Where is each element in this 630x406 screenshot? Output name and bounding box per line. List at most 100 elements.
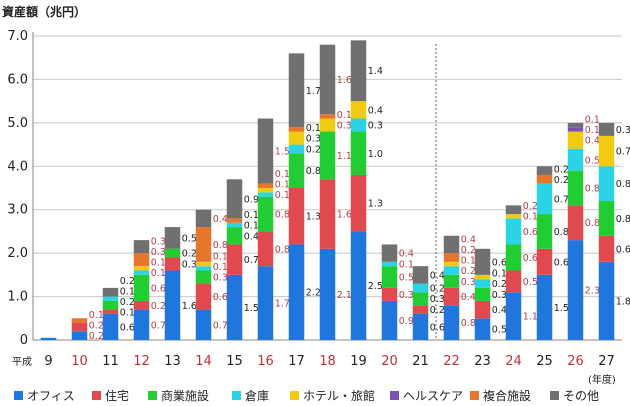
bar-segment xyxy=(412,292,429,306)
bar-segment xyxy=(350,231,367,340)
data-label: 0.3 xyxy=(151,247,166,258)
bar-segment xyxy=(257,183,274,188)
data-label: 0.8 xyxy=(306,166,321,177)
data-label: 1.5 xyxy=(275,147,290,158)
data-label: 0.2 xyxy=(492,279,507,290)
data-label: 0.1 xyxy=(461,256,476,267)
bar-segment xyxy=(567,131,584,149)
data-label: 0.3 xyxy=(492,290,507,301)
bar-segment xyxy=(505,244,522,271)
bar-segment xyxy=(505,205,522,215)
data-label: 0.8 xyxy=(275,244,290,255)
data-label: 0.7 xyxy=(554,194,569,205)
data-label: 0.1 xyxy=(275,169,290,180)
bar-segment xyxy=(288,127,305,132)
data-label: 0.7 xyxy=(213,320,228,331)
data-label: 0.6 xyxy=(151,283,166,294)
legend-entry: ホテル・旅館 xyxy=(303,388,375,403)
bar-segment xyxy=(536,174,553,184)
y-tick-label: 5.0 xyxy=(7,116,28,131)
bar-segment xyxy=(257,266,274,340)
data-label: 0.2 xyxy=(120,276,135,287)
data-label: 1.6 xyxy=(337,75,352,86)
bar-segment xyxy=(474,287,491,301)
data-label: 0.4 xyxy=(492,305,507,316)
bar-segment xyxy=(474,318,491,340)
bar-segment xyxy=(505,270,522,293)
x-tick-label: 10 xyxy=(71,354,88,369)
bar-segment xyxy=(319,44,336,115)
data-label: 2.3 xyxy=(585,286,600,297)
data-label: 0.8 xyxy=(461,318,476,329)
bar-segment xyxy=(350,131,367,175)
bar-segment xyxy=(288,131,305,145)
bar-segment xyxy=(567,122,584,128)
bar-segment xyxy=(195,227,212,262)
data-label: 0.6 xyxy=(120,322,135,333)
data-label: 0.1 xyxy=(151,268,166,279)
data-label: 0.4 xyxy=(399,249,414,260)
data-label: 0.3 xyxy=(182,260,197,271)
data-label: 0.3 xyxy=(368,121,383,132)
bar-segment xyxy=(412,266,429,284)
bar-segment xyxy=(474,248,491,275)
x-axis-unit: (年度) xyxy=(588,373,616,386)
bar-segment xyxy=(412,305,429,314)
data-label: 0.3 xyxy=(213,273,228,284)
data-label: 0.6 xyxy=(523,227,538,238)
data-label: 0.4 xyxy=(585,136,600,147)
data-label: 0.1 xyxy=(275,190,290,201)
bar-segment xyxy=(257,192,274,197)
data-label: 0.1 xyxy=(275,180,290,191)
bar-segment xyxy=(288,53,305,128)
bar-segment xyxy=(536,274,553,340)
data-label: 2.2 xyxy=(306,288,321,299)
bar-segment xyxy=(443,274,460,288)
bar-segment xyxy=(226,227,243,245)
bar-segment xyxy=(226,244,243,275)
data-label: 0.6 xyxy=(492,257,507,268)
x-tick-label: 21 xyxy=(412,354,429,369)
bar-segment xyxy=(288,144,305,154)
bar-segment xyxy=(505,214,522,219)
bar-segment xyxy=(195,261,212,267)
data-label: 1.3 xyxy=(368,199,383,210)
data-label: 0.1 xyxy=(213,262,228,273)
data-label: 0.1 xyxy=(244,220,259,231)
bar-segment xyxy=(567,170,584,206)
bar-segment xyxy=(474,279,491,288)
bar-segment xyxy=(195,270,212,284)
data-label: 0.2 xyxy=(430,305,445,316)
x-tick-label: 26 xyxy=(567,354,584,369)
bar-segment xyxy=(598,201,615,236)
y-axis-title: 資産額（兆円） xyxy=(2,4,86,19)
bar-segment xyxy=(226,218,243,223)
x-tick-label: 17 xyxy=(288,354,305,369)
bar-segment xyxy=(350,101,367,119)
x-tick-label: 23 xyxy=(474,354,491,369)
bar-segment xyxy=(598,135,615,167)
bar-segment xyxy=(195,209,212,228)
y-tick-label: 1.0 xyxy=(7,290,28,305)
bar-segment xyxy=(474,274,491,280)
data-label: 0.3 xyxy=(337,121,352,132)
data-label: 0.1 xyxy=(585,114,600,125)
data-label: 0.3 xyxy=(399,290,414,301)
x-tick-label: 14 xyxy=(195,354,212,369)
y-tick-label: 3.0 xyxy=(7,203,28,218)
data-label: 0.1 xyxy=(89,310,104,321)
bar-segment xyxy=(164,248,181,258)
bar-segment xyxy=(536,248,553,275)
data-label: 0.6 xyxy=(213,292,228,303)
x-tick-label: 25 xyxy=(536,354,553,369)
data-label: 0.4 xyxy=(461,292,476,303)
legend-entry: 住宅 xyxy=(105,388,129,403)
era-label: 平成 xyxy=(12,356,32,368)
data-label: 0.8 xyxy=(554,227,569,238)
bar-segment xyxy=(288,244,305,340)
bar-segment xyxy=(71,331,88,340)
legend-swatch xyxy=(14,391,23,400)
data-label: 0.8 xyxy=(275,210,290,221)
data-label: 0.1 xyxy=(151,258,166,269)
data-label: 0.1 xyxy=(120,307,135,318)
